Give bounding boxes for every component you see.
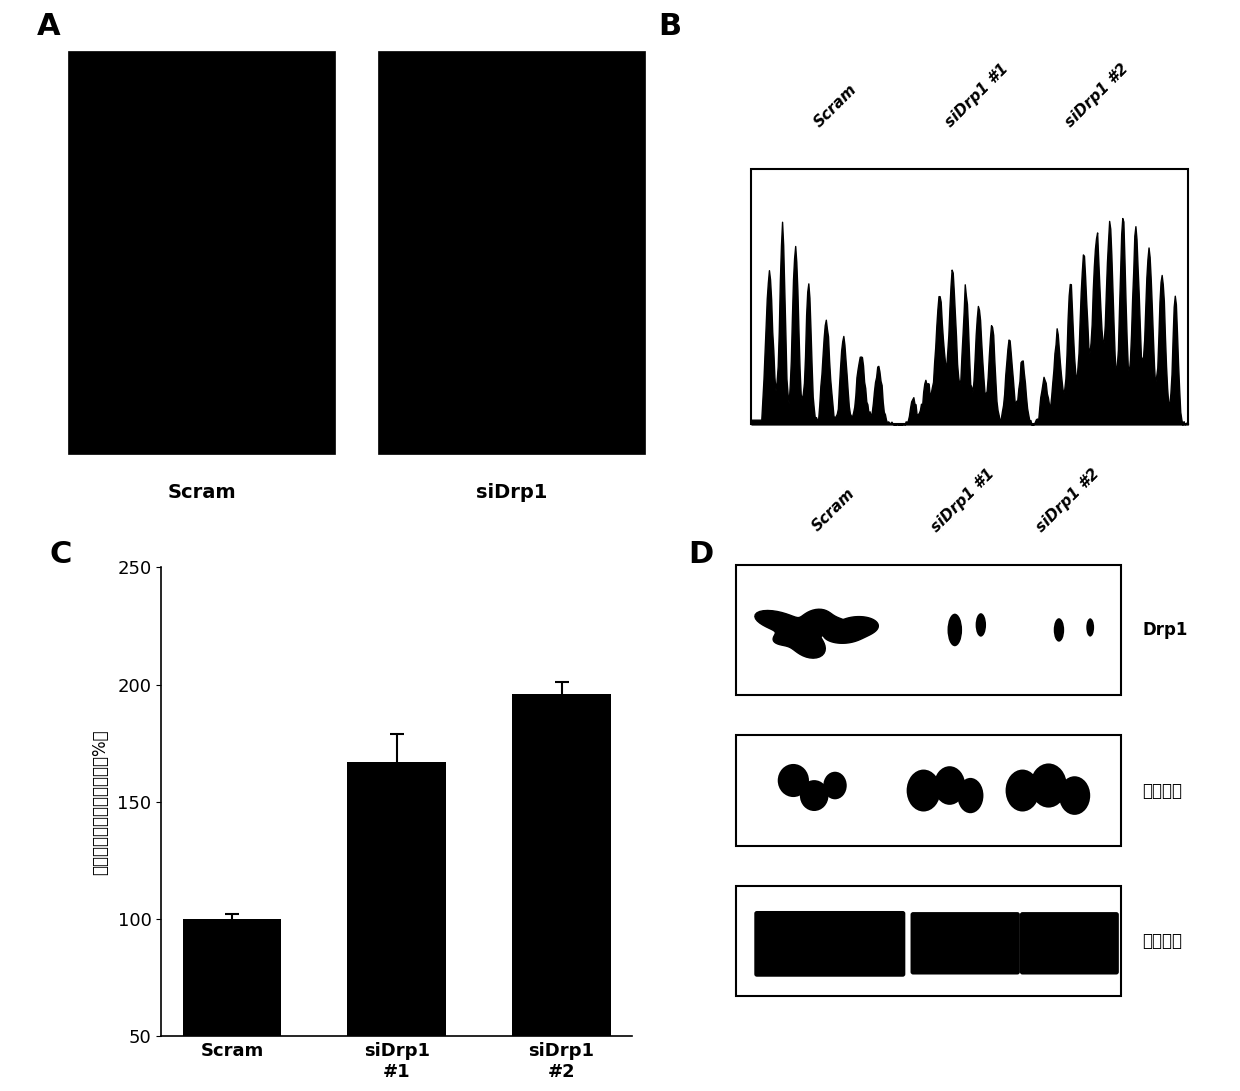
Bar [182,919,281,1091]
FancyBboxPatch shape [1021,912,1118,974]
Bar [737,565,1121,695]
FancyBboxPatch shape [910,912,1021,974]
Text: Drp1: Drp1 [1142,621,1188,639]
Text: Scram: Scram [167,483,236,502]
Ellipse shape [1054,619,1064,642]
Bar [347,762,446,1091]
Ellipse shape [957,778,983,813]
Polygon shape [755,609,853,658]
Ellipse shape [1086,619,1094,636]
Ellipse shape [800,780,828,811]
Ellipse shape [823,771,847,800]
Text: siDrp1 #2: siDrp1 #2 [1033,466,1102,535]
Bar [68,51,335,454]
Text: 肌动蛋白: 肌动蛋白 [1142,932,1182,950]
Bar [378,51,645,454]
Ellipse shape [1006,769,1039,812]
Text: siDrp1: siDrp1 [476,483,547,502]
Text: siDrp1 #2: siDrp1 #2 [1063,61,1131,130]
Text: A: A [37,12,61,41]
Text: D: D [688,540,713,570]
Bar [512,694,611,1091]
Ellipse shape [1030,764,1066,807]
Polygon shape [823,616,878,644]
Ellipse shape [976,613,986,637]
Text: C: C [50,540,72,570]
Text: Scram: Scram [811,82,861,130]
Text: siDrp1 #1: siDrp1 #1 [929,466,998,535]
Text: 酰氨酸酶: 酰氨酸酶 [1142,781,1182,800]
Ellipse shape [934,766,965,805]
Ellipse shape [947,613,962,646]
FancyBboxPatch shape [754,911,905,976]
Text: siDrp1 #1: siDrp1 #1 [942,61,1012,130]
Ellipse shape [777,764,808,798]
Ellipse shape [1059,776,1090,815]
Bar [737,886,1121,996]
Y-axis label: 黑色素含量（相对于对照组%）: 黑色素含量（相对于对照组%） [91,729,109,875]
Ellipse shape [906,769,940,812]
Bar [737,735,1121,846]
Text: B: B [658,12,682,41]
Text: Scram: Scram [808,487,858,535]
Bar [751,169,1188,424]
